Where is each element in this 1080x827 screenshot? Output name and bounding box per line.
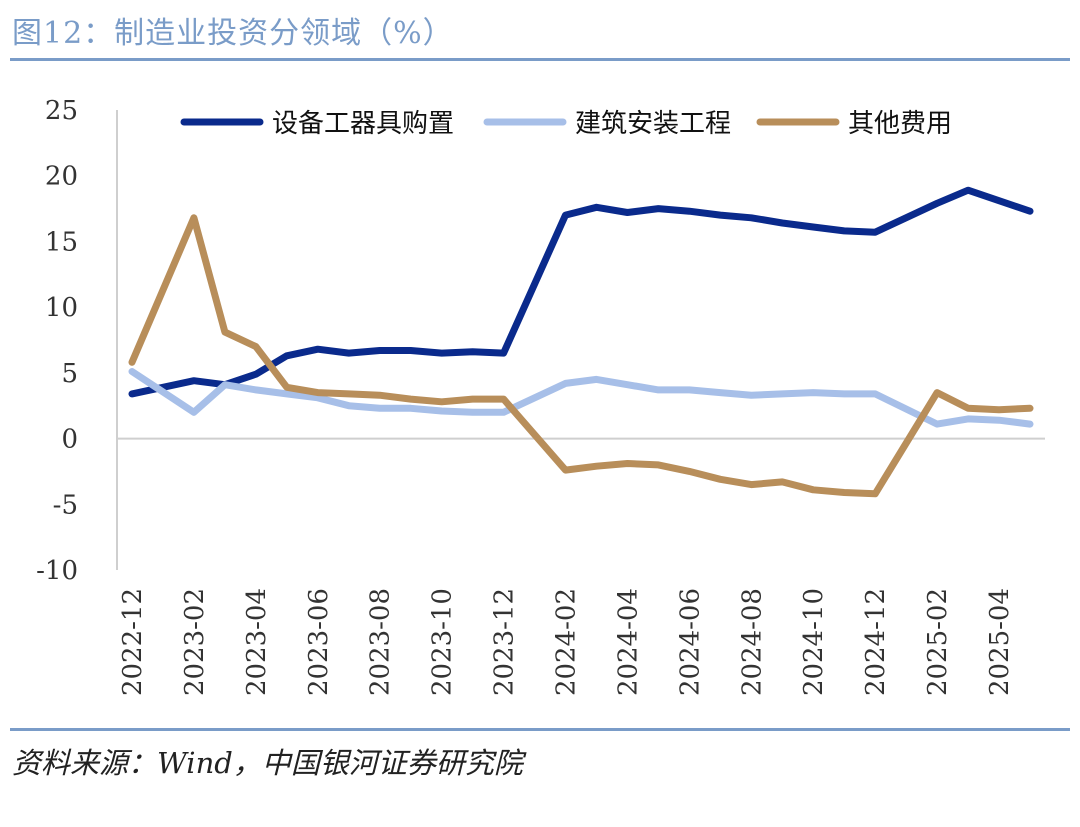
x-tick-label: 2023-10 xyxy=(428,588,458,696)
figure-title: 图12：制造业投资分领域（%） xyxy=(12,16,454,51)
series-lines xyxy=(128,186,1034,498)
x-tick-label: 2025-02 xyxy=(923,588,953,696)
series-line-1 xyxy=(128,186,1034,398)
y-tick-label: 25 xyxy=(45,96,78,126)
y-tick-label: 20 xyxy=(45,162,78,192)
x-tick-label: 2024-02 xyxy=(552,588,582,696)
chart-legend: 设备工器具购置 建筑安装工程 其他费用 xyxy=(180,109,952,139)
x-tick-label: 2024-12 xyxy=(861,588,891,696)
x-tick-label: 2023-02 xyxy=(180,588,210,696)
x-tick-labels: 2022-12 2023-02 2023-04 2023-06 2023-08 2023-… xyxy=(118,588,1015,696)
y-tick-label: 10 xyxy=(45,293,78,323)
x-tick-label: 2023-04 xyxy=(242,588,272,696)
x-tick-label: 2022-12 xyxy=(118,588,148,696)
title-divider xyxy=(10,58,1070,61)
x-tick-label: 2023-06 xyxy=(304,588,334,696)
x-tick-label: 2024-08 xyxy=(737,588,767,696)
legend-label-3: 其他费用 xyxy=(848,109,952,139)
y-tick-label: 15 xyxy=(45,227,78,257)
y-tick-labels: 25 20 15 10 5 0 -5 -10 xyxy=(36,96,78,586)
source-note: 资料来源：Wind，中国银河证券研究院 xyxy=(12,746,523,780)
x-tick-label: 2023-12 xyxy=(490,588,520,696)
series-line-2 xyxy=(128,368,1034,428)
y-tick-label: 0 xyxy=(61,425,78,455)
series-line-3 xyxy=(128,214,1034,498)
legend-label-2: 建筑安装工程 xyxy=(575,109,731,139)
y-tick-label: -10 xyxy=(36,556,78,586)
x-tick-label: 2023-08 xyxy=(366,588,396,696)
y-tick-label: 5 xyxy=(61,359,78,389)
x-tick-label: 2025-04 xyxy=(985,588,1015,696)
line-chart: 设备工器具购置 建筑安装工程 其他费用 25 20 15 10 5 0 -5 -10 2022-1… xyxy=(36,96,1045,696)
x-tick-label: 2024-06 xyxy=(675,588,705,696)
footer-divider xyxy=(10,728,1070,731)
x-tick-label: 2024-10 xyxy=(799,588,829,696)
x-tick-label: 2024-04 xyxy=(613,588,643,696)
y-tick-label: -5 xyxy=(53,490,78,520)
legend-label-1: 设备工器具购置 xyxy=(272,109,454,139)
